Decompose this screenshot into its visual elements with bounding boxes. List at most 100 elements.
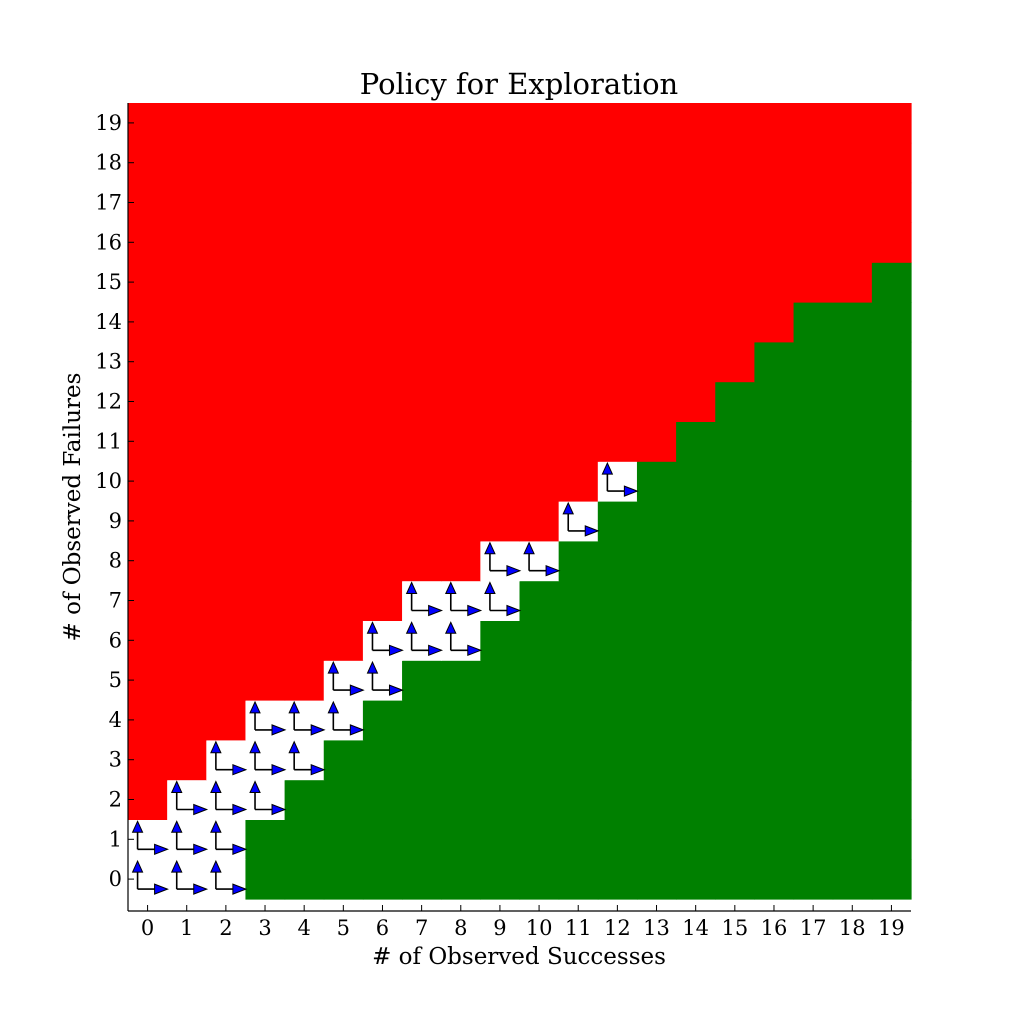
cell-stop-s4-f17 <box>284 182 325 223</box>
cell-explore-s8-f7 <box>441 580 481 621</box>
cell-stop-s6-f14 <box>362 302 403 343</box>
cell-accept-s15-f10 <box>715 461 755 502</box>
x-tick-label: 14 <box>682 916 709 940</box>
cell-stop-s3-f15 <box>245 262 286 303</box>
cell-stop-s5-f10 <box>323 461 364 502</box>
cell-accept-s9-f1 <box>480 819 521 860</box>
cell-accept-s18-f10 <box>832 461 873 502</box>
cell-accept-s12-f2 <box>597 779 638 820</box>
arrow-up-head <box>327 660 340 674</box>
cell-accept-s14-f3 <box>676 739 716 781</box>
cell-accept-s19-f5 <box>871 660 912 701</box>
cell-accept-s19-f1 <box>871 819 912 860</box>
cell-stop-s16-f14 <box>754 302 795 343</box>
cell-stop-s8-f9 <box>441 501 481 542</box>
cell-stop-s16-f19 <box>754 103 795 144</box>
arrow-right-head <box>271 763 287 776</box>
cell-stop-s2-f17 <box>206 182 247 223</box>
cell-explore-s7-f7 <box>402 580 442 621</box>
cell-stop-s4-f15 <box>284 262 325 303</box>
cell-accept-s16-f0 <box>754 859 795 900</box>
cell-accept-s19-f13 <box>871 341 912 383</box>
cell-accept-s14-f9 <box>676 501 716 542</box>
cell-stop-s7-f10 <box>402 461 442 502</box>
arrow-up-head <box>562 501 575 515</box>
arrow-right-head <box>545 564 561 577</box>
cell-stop-s18-f15 <box>832 262 873 303</box>
arrow-right-head <box>623 485 639 497</box>
cell-stop-s3-f14 <box>245 302 286 343</box>
cell-stop-s5-f16 <box>323 222 364 263</box>
cell-stop-s12-f17 <box>597 182 638 223</box>
cell-stop-s13-f11 <box>636 421 677 462</box>
cell-accept-s17-f7 <box>793 580 834 621</box>
cell-stop-s9-f13 <box>480 341 521 383</box>
cell-accept-s13-f6 <box>636 620 677 661</box>
cell-accept-s13-f2 <box>636 779 677 820</box>
x-tick-label: 10 <box>526 916 553 940</box>
cell-accept-s8-f4 <box>441 700 481 741</box>
cell-accept-s8-f1 <box>441 819 481 860</box>
cell-stop-s2-f10 <box>206 461 247 502</box>
cell-accept-s12-f9 <box>597 501 638 542</box>
cell-stop-s4-f18 <box>284 142 325 184</box>
explore-arrow-s3-f3 <box>249 740 287 776</box>
cell-accept-s11-f3 <box>558 739 599 781</box>
cell-accept-s12-f0 <box>597 859 638 900</box>
cell-accept-s9-f2 <box>480 779 521 820</box>
cell-stop-s8-f13 <box>441 341 481 383</box>
cell-accept-s9-f0 <box>480 859 521 900</box>
cell-stop-s12-f11 <box>597 421 638 462</box>
cell-stop-s11-f17 <box>558 182 599 223</box>
cell-accept-s16-f2 <box>754 779 795 820</box>
cell-stop-s17-f18 <box>793 142 834 184</box>
cell-stop-s7-f9 <box>402 501 442 542</box>
cell-stop-s0-f12 <box>128 381 168 422</box>
cell-accept-s16-f7 <box>754 580 795 621</box>
x-tick-label: 0 <box>141 916 154 940</box>
cell-accept-s18-f14 <box>832 302 873 343</box>
x-tick-label: 18 <box>839 916 866 940</box>
cell-accept-s12-f4 <box>597 700 638 741</box>
cell-stop-s9-f16 <box>480 222 521 263</box>
cell-stop-s11-f19 <box>558 103 599 144</box>
cell-stop-s9-f9 <box>480 501 521 542</box>
cell-accept-s16-f5 <box>754 660 795 701</box>
cell-stop-s4-f8 <box>284 540 325 582</box>
y-tick-label: 19 <box>95 111 122 135</box>
cell-accept-s15-f3 <box>715 739 755 781</box>
cell-stop-s7-f17 <box>402 182 442 223</box>
cell-stop-s4-f19 <box>284 103 325 144</box>
cell-explore-s7-f6 <box>402 620 442 661</box>
cell-stop-s1-f12 <box>167 381 207 422</box>
cell-accept-s18-f3 <box>832 739 873 781</box>
cell-stop-s9-f17 <box>480 182 521 223</box>
arrow-up-head <box>327 700 340 714</box>
cell-accept-s17-f11 <box>793 421 834 462</box>
cell-explore-s0-f0 <box>128 859 168 900</box>
cell-accept-s7-f0 <box>402 859 442 900</box>
cell-accept-s12-f5 <box>597 660 638 701</box>
cell-accept-s6-f4 <box>362 700 403 741</box>
cell-stop-s2-f6 <box>206 620 247 661</box>
cell-accept-s3-f0 <box>245 859 286 900</box>
cell-stop-s14-f16 <box>676 222 716 263</box>
cell-stop-s5-f12 <box>323 381 364 422</box>
cell-accept-s10-f6 <box>519 620 560 661</box>
arrow-right-head <box>584 525 600 537</box>
cell-stop-s1-f14 <box>167 302 207 343</box>
arrow-up-head <box>366 621 379 634</box>
cell-stop-s5-f7 <box>323 580 364 621</box>
cell-stop-s2-f4 <box>206 700 247 741</box>
cell-stop-s1-f8 <box>167 540 207 582</box>
arrow-right-head <box>193 803 209 816</box>
cell-accept-s5-f3 <box>323 739 364 781</box>
cell-explore-s2-f3 <box>206 739 247 781</box>
y-tick-label: 3 <box>109 748 122 772</box>
cell-stop-s5-f6 <box>323 620 364 661</box>
arrow-right-head <box>467 604 483 617</box>
cell-accept-s15-f4 <box>715 700 755 741</box>
cell-stop-s10-f9 <box>519 501 560 542</box>
cell-accept-s18-f1 <box>832 819 873 860</box>
cell-accept-s14-f10 <box>676 461 716 502</box>
